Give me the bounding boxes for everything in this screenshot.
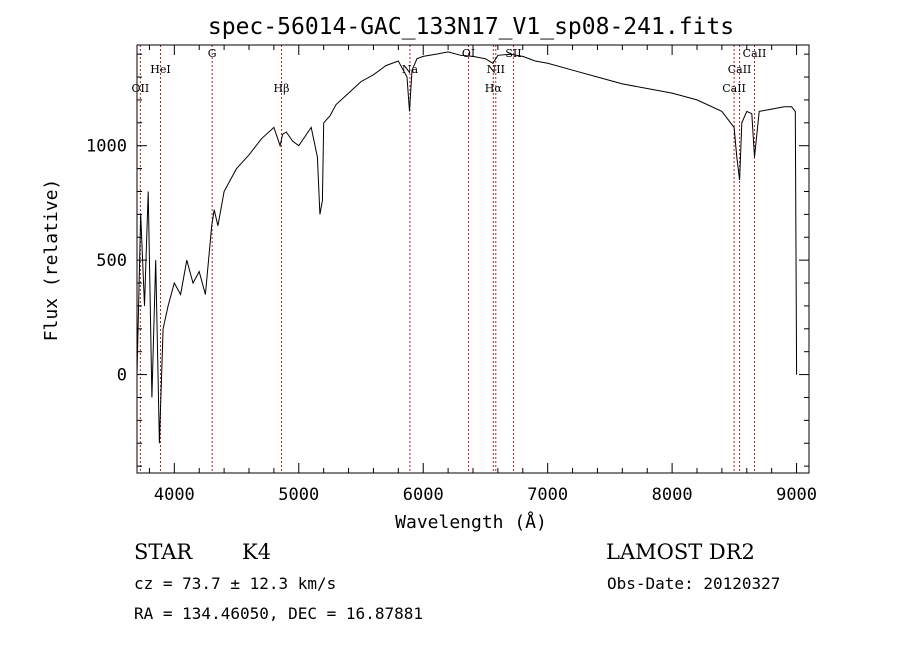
y-axis-label: Flux (relative)	[41, 179, 62, 342]
spectral-line-label: NII	[487, 63, 505, 76]
x-tick-labels: 4000 5000 6000 7000 8000 9000	[154, 485, 817, 505]
x-tick-label: 6000	[403, 485, 444, 505]
y-tick-label: 1000	[86, 137, 127, 157]
x-axis-label: Wavelength (Å)	[395, 511, 547, 533]
object-class: STAR	[134, 540, 193, 564]
spectral-line-markers	[139, 45, 755, 473]
spectral-line-label: Na	[402, 63, 419, 76]
object-subclass: K4	[242, 540, 271, 564]
spectral-line-label: OII	[132, 82, 150, 95]
spectral-line-label: Hα	[485, 82, 503, 95]
spectral-line-label: G	[208, 47, 217, 60]
plot-frame	[136, 44, 810, 474]
axis-ticks	[137, 45, 809, 473]
y-tick-label: 500	[96, 251, 127, 271]
spectral-line-label: SII	[505, 47, 521, 60]
y-tick-label: 0	[117, 366, 127, 386]
spectrum-line	[136, 51, 798, 444]
spectral-line-label: HeI	[150, 63, 170, 76]
x-tick-label: 8000	[652, 485, 693, 505]
spectral-line-label: CaII	[722, 82, 746, 95]
x-tick-label: 9000	[776, 485, 817, 505]
y-tick-labels: 0 500 1000	[86, 137, 127, 386]
redshift-velocity: cz = 73.7 ± 12.3 km/s	[134, 574, 336, 593]
spectral-line-label: CaII	[743, 47, 767, 60]
survey-name: LAMOST DR2	[606, 540, 755, 564]
x-tick-label: 7000	[527, 485, 568, 505]
x-tick-label: 4000	[154, 485, 195, 505]
spectral-line-label: Hβ	[274, 82, 290, 95]
sky-coordinates: RA = 134.46050, DEC = 16.87881	[134, 604, 423, 623]
x-tick-label: 5000	[278, 485, 319, 505]
spectral-line-label: CaII	[728, 63, 752, 76]
chart-title: spec-56014-GAC_133N17_V1_sp08-241.fits	[208, 14, 734, 40]
observation-date: Obs-Date: 20120327	[607, 574, 780, 593]
